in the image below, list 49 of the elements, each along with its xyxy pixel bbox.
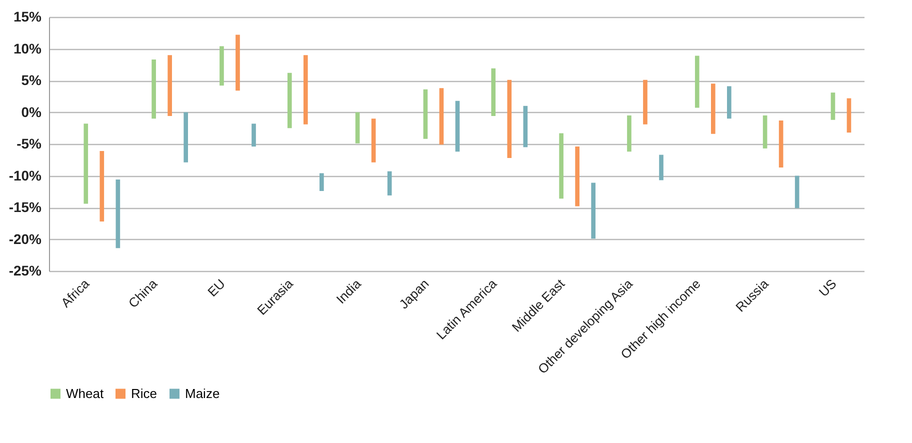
bar (252, 124, 256, 147)
y-tick-label: -15% (8, 199, 42, 215)
legend-label: Wheat (66, 386, 104, 401)
bar (762, 115, 768, 148)
bar (694, 56, 700, 108)
bar (727, 86, 732, 119)
bar (168, 55, 172, 116)
bar (152, 60, 156, 119)
y-tick-label: 0% (21, 104, 42, 120)
bar (439, 88, 444, 145)
legend-label: Maize (185, 386, 220, 401)
bar (627, 115, 632, 152)
bar (643, 80, 648, 124)
bar (575, 146, 580, 206)
bar (100, 150, 104, 222)
bar (371, 118, 376, 162)
bar (303, 55, 308, 124)
bar (355, 112, 360, 144)
bar (423, 89, 428, 139)
legend-label: Rice (131, 386, 158, 401)
y-tick-label: 5% (21, 72, 42, 88)
bar (184, 112, 188, 162)
bar (84, 124, 88, 204)
bar (220, 46, 224, 86)
bar (559, 133, 564, 199)
bar (659, 154, 664, 180)
bar (778, 120, 784, 168)
bar (455, 100, 460, 152)
y-tick-label: -10% (8, 167, 42, 184)
y-tick-label: -20% (8, 230, 42, 247)
bar (523, 106, 528, 148)
bar (387, 171, 392, 196)
bar (846, 98, 852, 133)
bar (236, 34, 240, 91)
bar (491, 68, 496, 116)
x-tick-label: EU (204, 276, 228, 300)
y-tick-label: 15% (13, 8, 42, 24)
bar (591, 182, 596, 239)
x-tick-label: US (816, 276, 840, 300)
bar (794, 176, 800, 208)
bar (710, 84, 716, 134)
bar (507, 80, 512, 158)
y-tick-label: -25% (8, 262, 42, 278)
y-tick-label: 10% (13, 40, 42, 56)
bar (830, 92, 836, 120)
bar (287, 72, 292, 128)
bar (116, 180, 120, 248)
bar (320, 173, 324, 191)
y-tick-label: -5% (16, 136, 42, 152)
